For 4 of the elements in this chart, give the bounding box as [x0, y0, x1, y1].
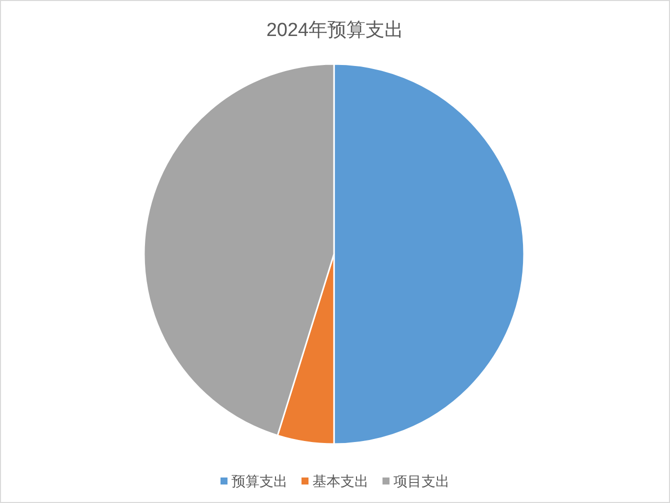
chart-title: 2024年预算支出 — [266, 20, 404, 41]
legend-label: 项目支出 — [394, 473, 450, 489]
legend-label: 预算支出 — [232, 473, 288, 489]
legend-label: 基本支出 — [312, 473, 368, 489]
